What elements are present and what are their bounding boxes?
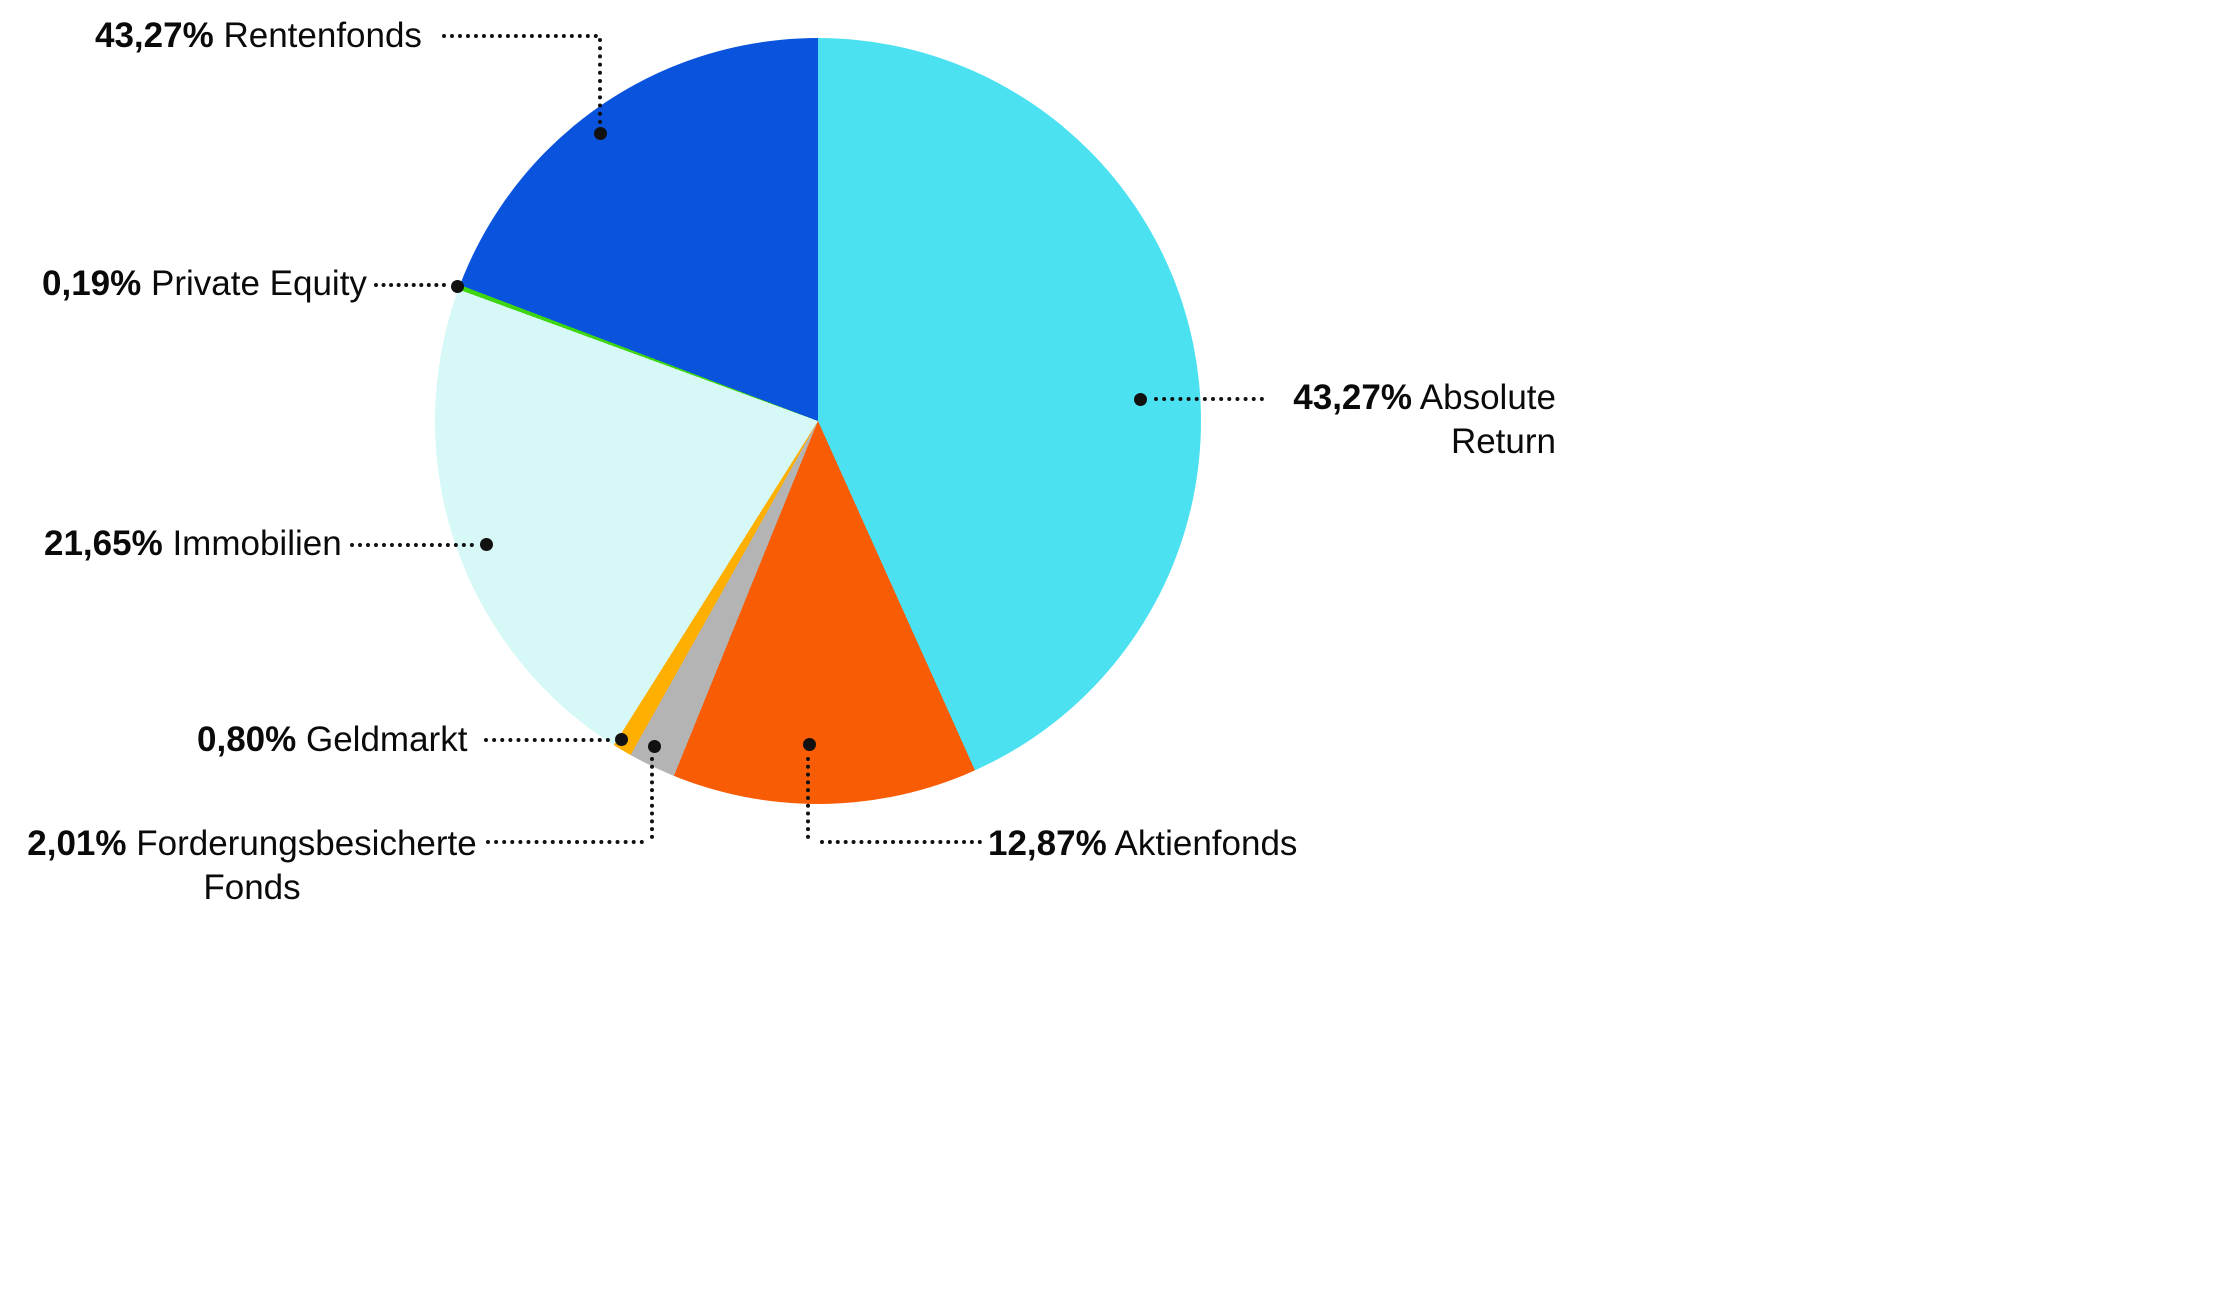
callout-private-equity-label: Private Equity (150, 264, 367, 303)
callout-geldmarkt-percent: 0,80% (197, 720, 297, 759)
callout-aktienfonds: 12,87% Aktienfonds (988, 822, 1297, 866)
leader-line-private-equity (374, 283, 446, 287)
callout-rentenfonds-percent: 43,27% (95, 16, 214, 55)
callout-immobilien-label: Immobilien (172, 524, 342, 563)
leader-line-rentenfonds-horizontal (442, 34, 598, 38)
callout-forderungsbesicherte-fonds-percent: 2,01% (27, 824, 127, 863)
callout-rentenfonds: 43,27% Rentenfonds (95, 14, 422, 58)
callout-geldmarkt-label: Geldmarkt (305, 720, 468, 759)
callout-geldmarkt: 0,80% Geldmarkt (197, 718, 467, 762)
leader-dot-absolute-return (1134, 393, 1147, 406)
leader-line-aktienfonds-vertical (806, 757, 810, 839)
leader-line-forderungsbesicherte-horizontal (486, 840, 644, 844)
callout-forderungsbesicherte-fonds: 2,01% Forderungsbesicherte Fonds (22, 822, 482, 910)
leader-dot-geldmarkt (615, 733, 628, 746)
leader-line-immobilien (350, 543, 474, 547)
callout-aktienfonds-label: Aktienfonds (1114, 824, 1298, 863)
callout-rentenfonds-label: Rentenfonds (223, 16, 422, 55)
callout-aktienfonds-percent: 12,87% (988, 824, 1107, 863)
callout-private-equity: 0,19% Private Equity (42, 262, 367, 306)
leader-dot-forderungsbesicherte (648, 740, 661, 753)
callout-immobilien-percent: 21,65% (44, 524, 163, 563)
leader-dot-immobilien (480, 538, 493, 551)
callout-absolute-return-percent: 43,27% (1293, 378, 1412, 417)
callout-immobilien: 21,65% Immobilien (44, 522, 342, 566)
leader-dot-private-equity (451, 280, 464, 293)
callout-absolute-return: 43,27% Absolute Return (1256, 376, 1556, 464)
leader-dot-rentenfonds (594, 127, 607, 140)
callout-absolute-return-label: Absolute Return (1419, 378, 1556, 461)
leader-line-aktienfonds-horizontal (820, 840, 982, 844)
callout-forderungsbesicherte-fonds-label: Forderungsbesicherte Fonds (136, 824, 477, 907)
leader-line-absolute-return (1154, 397, 1264, 401)
callout-private-equity-percent: 0,19% (42, 264, 142, 303)
leader-dot-aktienfonds (803, 738, 816, 751)
leader-line-geldmarkt (484, 738, 610, 742)
leader-line-forderungsbesicherte-vertical (650, 757, 654, 839)
pie-chart (435, 38, 1201, 804)
leader-line-rentenfonds-vertical (598, 38, 602, 124)
